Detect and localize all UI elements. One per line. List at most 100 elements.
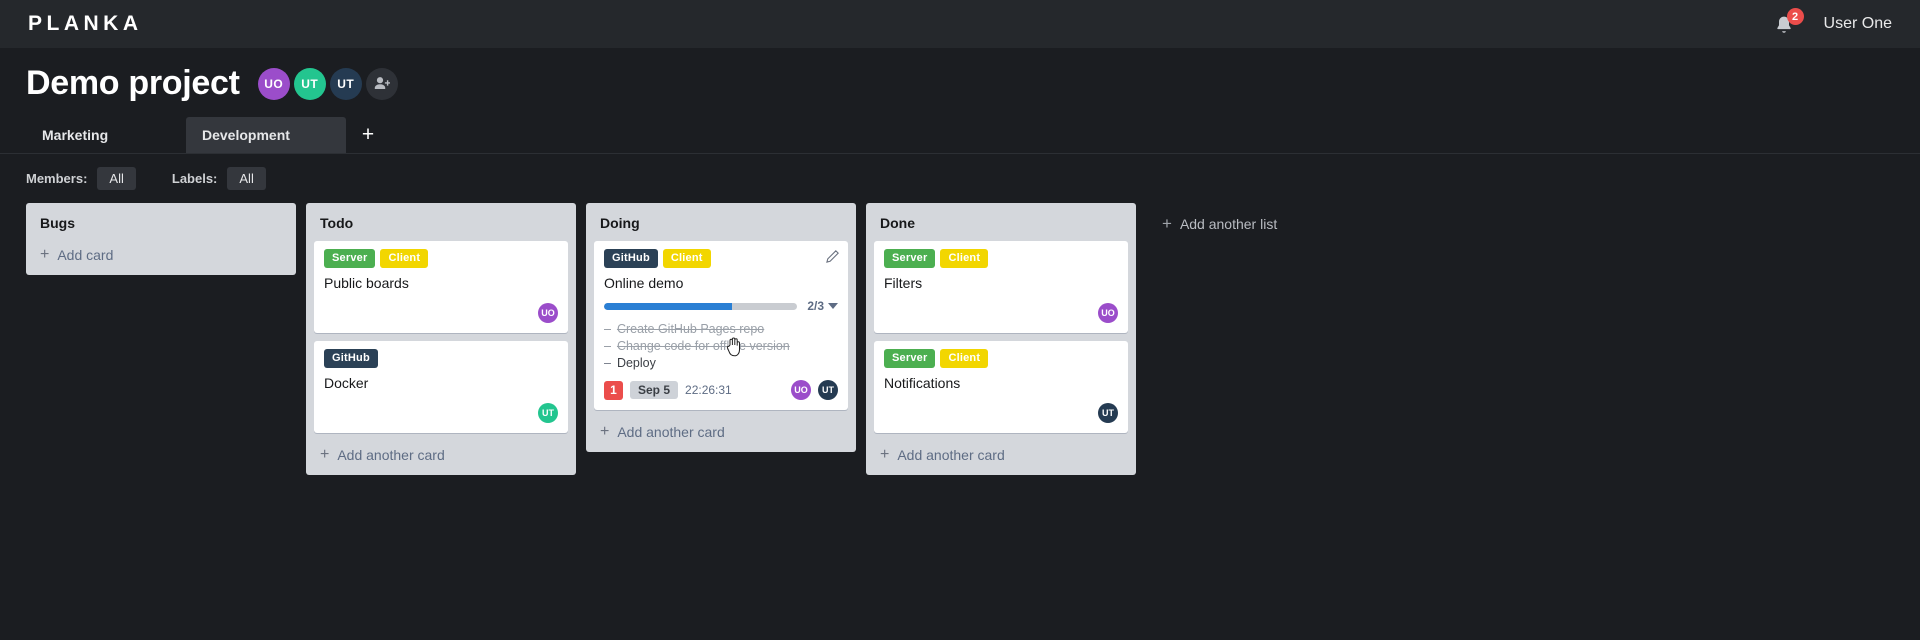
list-title[interactable]: Todo bbox=[320, 215, 354, 231]
label-chip[interactable]: GitHub bbox=[604, 249, 658, 268]
app-logo[interactable]: PLANKA bbox=[28, 12, 143, 35]
card-notifications[interactable]: Server Client Notifications UT bbox=[874, 341, 1128, 433]
label-chip[interactable]: Server bbox=[884, 249, 936, 268]
labels-filter-label: Labels: bbox=[171, 171, 218, 186]
label-chip[interactable]: Server bbox=[884, 349, 936, 368]
plus-icon: + bbox=[600, 423, 610, 440]
avatar[interactable]: UT bbox=[538, 403, 558, 423]
project-header: Demo project UO UT UT bbox=[0, 48, 1920, 103]
add-another-card-button[interactable]: + Add another card bbox=[314, 441, 568, 467]
page-title[interactable]: Demo project bbox=[26, 64, 240, 102]
avatar[interactable]: UT bbox=[293, 67, 326, 100]
chevron-down-icon bbox=[828, 303, 838, 309]
board-tabs: Marketing Development + bbox=[0, 117, 1920, 154]
add-another-list-button[interactable]: + Add another list bbox=[1158, 203, 1281, 244]
due-date-badge[interactable]: Sep 5 bbox=[630, 381, 679, 399]
dash-icon: – bbox=[604, 322, 611, 336]
pencil-icon[interactable] bbox=[826, 250, 839, 268]
board-canvas: Bugs + Add card Todo Server Client Publi… bbox=[0, 203, 1920, 475]
plus-icon: + bbox=[880, 446, 890, 463]
card-labels: GitHub Client bbox=[604, 249, 838, 268]
progress-label[interactable]: 2/3 bbox=[807, 299, 838, 313]
plus-icon: + bbox=[320, 446, 330, 463]
tab-marketing[interactable]: Marketing bbox=[42, 127, 109, 143]
add-list-label: Add another list bbox=[1179, 215, 1278, 232]
add-another-card-button[interactable]: + Add another card bbox=[874, 441, 1128, 467]
card-labels: Server Client bbox=[324, 249, 558, 268]
label-chip[interactable]: Client bbox=[380, 249, 429, 268]
avatar[interactable]: UO bbox=[1098, 303, 1118, 323]
due-time: 22:26:31 bbox=[685, 383, 732, 397]
card-title: Filters bbox=[884, 275, 923, 291]
members-filter-value[interactable]: All bbox=[97, 167, 136, 190]
add-card-label: Add card bbox=[57, 247, 114, 263]
add-card-label: Add another card bbox=[617, 424, 725, 440]
card-title: Online demo bbox=[604, 275, 684, 291]
list-title[interactable]: Bugs bbox=[40, 215, 75, 231]
label-chip[interactable]: Client bbox=[940, 349, 989, 368]
list-done: Done Server Client Filters UO Server Cli… bbox=[866, 203, 1136, 475]
add-card-label: Add another card bbox=[897, 447, 1005, 463]
checklist-item-label: Create GitHub Pages repo bbox=[616, 322, 765, 336]
checklist-item-label: Deploy bbox=[616, 356, 656, 370]
top-bar: PLANKA 2 User One bbox=[0, 0, 1920, 48]
checklist-item[interactable]: – Deploy bbox=[604, 355, 838, 372]
checklist-item-label: Change code for offline version bbox=[616, 339, 790, 353]
plus-icon: + bbox=[1162, 214, 1172, 233]
list-title[interactable]: Done bbox=[880, 215, 915, 231]
notifications-button[interactable]: 2 bbox=[1774, 8, 1804, 37]
checklist-progress: 2/3 bbox=[604, 299, 838, 313]
add-board-button[interactable]: + bbox=[361, 123, 375, 146]
card-title: Notifications bbox=[884, 375, 961, 391]
checklist-item[interactable]: – Change code for offline version bbox=[604, 338, 838, 355]
label-chip[interactable]: Server bbox=[324, 249, 376, 268]
card-avatars: UT bbox=[324, 403, 558, 423]
label-chip[interactable]: Client bbox=[662, 249, 711, 268]
dash-icon: – bbox=[604, 339, 611, 353]
tab-development[interactable]: Development bbox=[186, 117, 346, 153]
card-avatars: UT bbox=[884, 403, 1118, 423]
project-members: UO UT UT bbox=[257, 67, 402, 100]
card-docker[interactable]: GitHub Docker UT bbox=[314, 341, 568, 433]
avatar[interactable]: UT bbox=[329, 67, 362, 100]
labels-filter-value[interactable]: All bbox=[227, 167, 266, 190]
progress-text: 2/3 bbox=[807, 299, 824, 313]
filter-bar: Members: All Labels: All bbox=[0, 154, 1920, 203]
progress-track bbox=[604, 302, 798, 310]
progress-fill bbox=[604, 302, 732, 310]
avatar[interactable]: UO bbox=[257, 67, 290, 100]
card-meta: 1 Sep 5 22:26:31 UO UT bbox=[604, 380, 838, 400]
avatar-initials: UT bbox=[301, 76, 319, 91]
dash-icon: – bbox=[604, 356, 611, 370]
card-filters[interactable]: Server Client Filters UO bbox=[874, 241, 1128, 333]
plus-icon: + bbox=[40, 246, 50, 263]
checklist-item[interactable]: – Create GitHub Pages repo bbox=[604, 321, 838, 338]
card-online-demo[interactable]: GitHub Client Online demo 2/3 – Create G… bbox=[594, 241, 848, 410]
avatar[interactable]: UO bbox=[791, 380, 811, 400]
list-todo: Todo Server Client Public boards UO GitH… bbox=[306, 203, 576, 475]
card-labels: Server Client bbox=[884, 349, 1118, 368]
add-user-icon bbox=[374, 77, 390, 89]
list-title[interactable]: Doing bbox=[600, 215, 640, 231]
notification-count-badge: 2 bbox=[1786, 8, 1804, 25]
list-doing: Doing GitHub Client Online demo 2/3 bbox=[586, 203, 856, 452]
avatar[interactable]: UO bbox=[538, 303, 558, 323]
add-card-button[interactable]: + Add card bbox=[34, 241, 288, 267]
avatar[interactable]: UT bbox=[818, 380, 838, 400]
card-labels: GitHub bbox=[324, 349, 558, 368]
card-labels: Server Client bbox=[884, 249, 1118, 268]
label-chip[interactable]: GitHub bbox=[324, 349, 378, 368]
avatar[interactable]: UT bbox=[1098, 403, 1118, 423]
topbar-right-group: 2 User One bbox=[1774, 8, 1892, 37]
avatar-initials: UO bbox=[264, 76, 284, 91]
label-chip[interactable]: Client bbox=[940, 249, 989, 268]
card-title: Docker bbox=[324, 375, 369, 391]
add-member-button[interactable] bbox=[365, 67, 398, 100]
add-another-card-button[interactable]: + Add another card bbox=[594, 418, 848, 444]
card-title: Public boards bbox=[324, 275, 409, 291]
due-count-badge[interactable]: 1 bbox=[604, 380, 623, 400]
card-public-boards[interactable]: Server Client Public boards UO bbox=[314, 241, 568, 333]
user-menu[interactable]: User One bbox=[1823, 15, 1892, 32]
avatar-initials: UT bbox=[337, 76, 355, 91]
add-card-label: Add another card bbox=[337, 447, 445, 463]
